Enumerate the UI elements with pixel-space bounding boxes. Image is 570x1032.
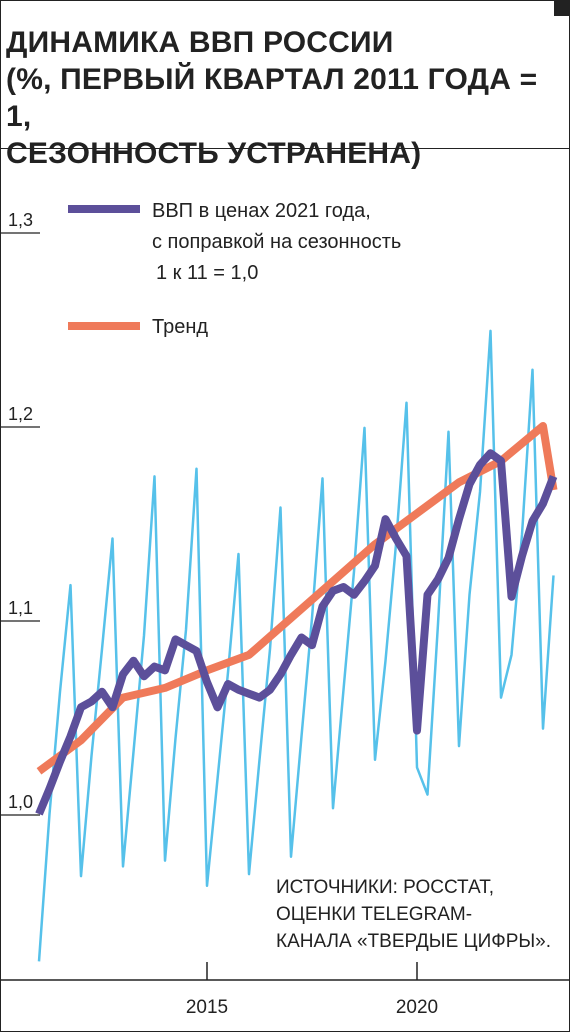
title-divider xyxy=(0,148,570,149)
x-tick-label: 2015 xyxy=(186,997,228,1018)
source-note-line: ИСТОЧНИКИ: РОССТАТ, xyxy=(276,877,494,898)
title-line-2: (%, ПЕРВЫЙ КВАРТАЛ 2011 ГОДА = 1, xyxy=(6,63,538,133)
y-tick-label: 1,3 xyxy=(8,210,33,230)
y-tick-label: 1,1 xyxy=(8,598,33,618)
legend-label-trend: Тренд xyxy=(152,316,208,338)
trend-line xyxy=(36,422,558,775)
legend-label-gdp: с поправкой на сезонность xyxy=(152,231,401,253)
y-tick-label: 1,0 xyxy=(8,792,33,812)
source-note-line: ОЦЕНКИ TELEGRAM- xyxy=(276,904,472,925)
gdp-sa-line xyxy=(35,449,558,816)
gdp-raw-line xyxy=(37,329,555,962)
y-tick-label: 1,2 xyxy=(8,404,33,424)
title-line-1: ДИНАМИКА ВВП РОССИИ xyxy=(6,26,394,59)
title-line-3: СЕЗОННОСТЬ УСТРАНЕНА) xyxy=(6,137,422,170)
legend-label-gdp: ВВП в ценах 2021 года, xyxy=(152,200,371,222)
legend-label-gdp: 1 к 11 = 1,0 xyxy=(156,262,258,284)
chart-title: ДИНАМИКА ВВП РОССИИ (%, ПЕРВЫЙ КВАРТАЛ 2… xyxy=(6,24,561,172)
x-tick-label: 2020 xyxy=(396,997,438,1018)
source-note-line: КАНАЛА «ТВЕРДЫЕ ЦИФРЫ». xyxy=(276,931,551,952)
corner-mark xyxy=(554,0,570,16)
